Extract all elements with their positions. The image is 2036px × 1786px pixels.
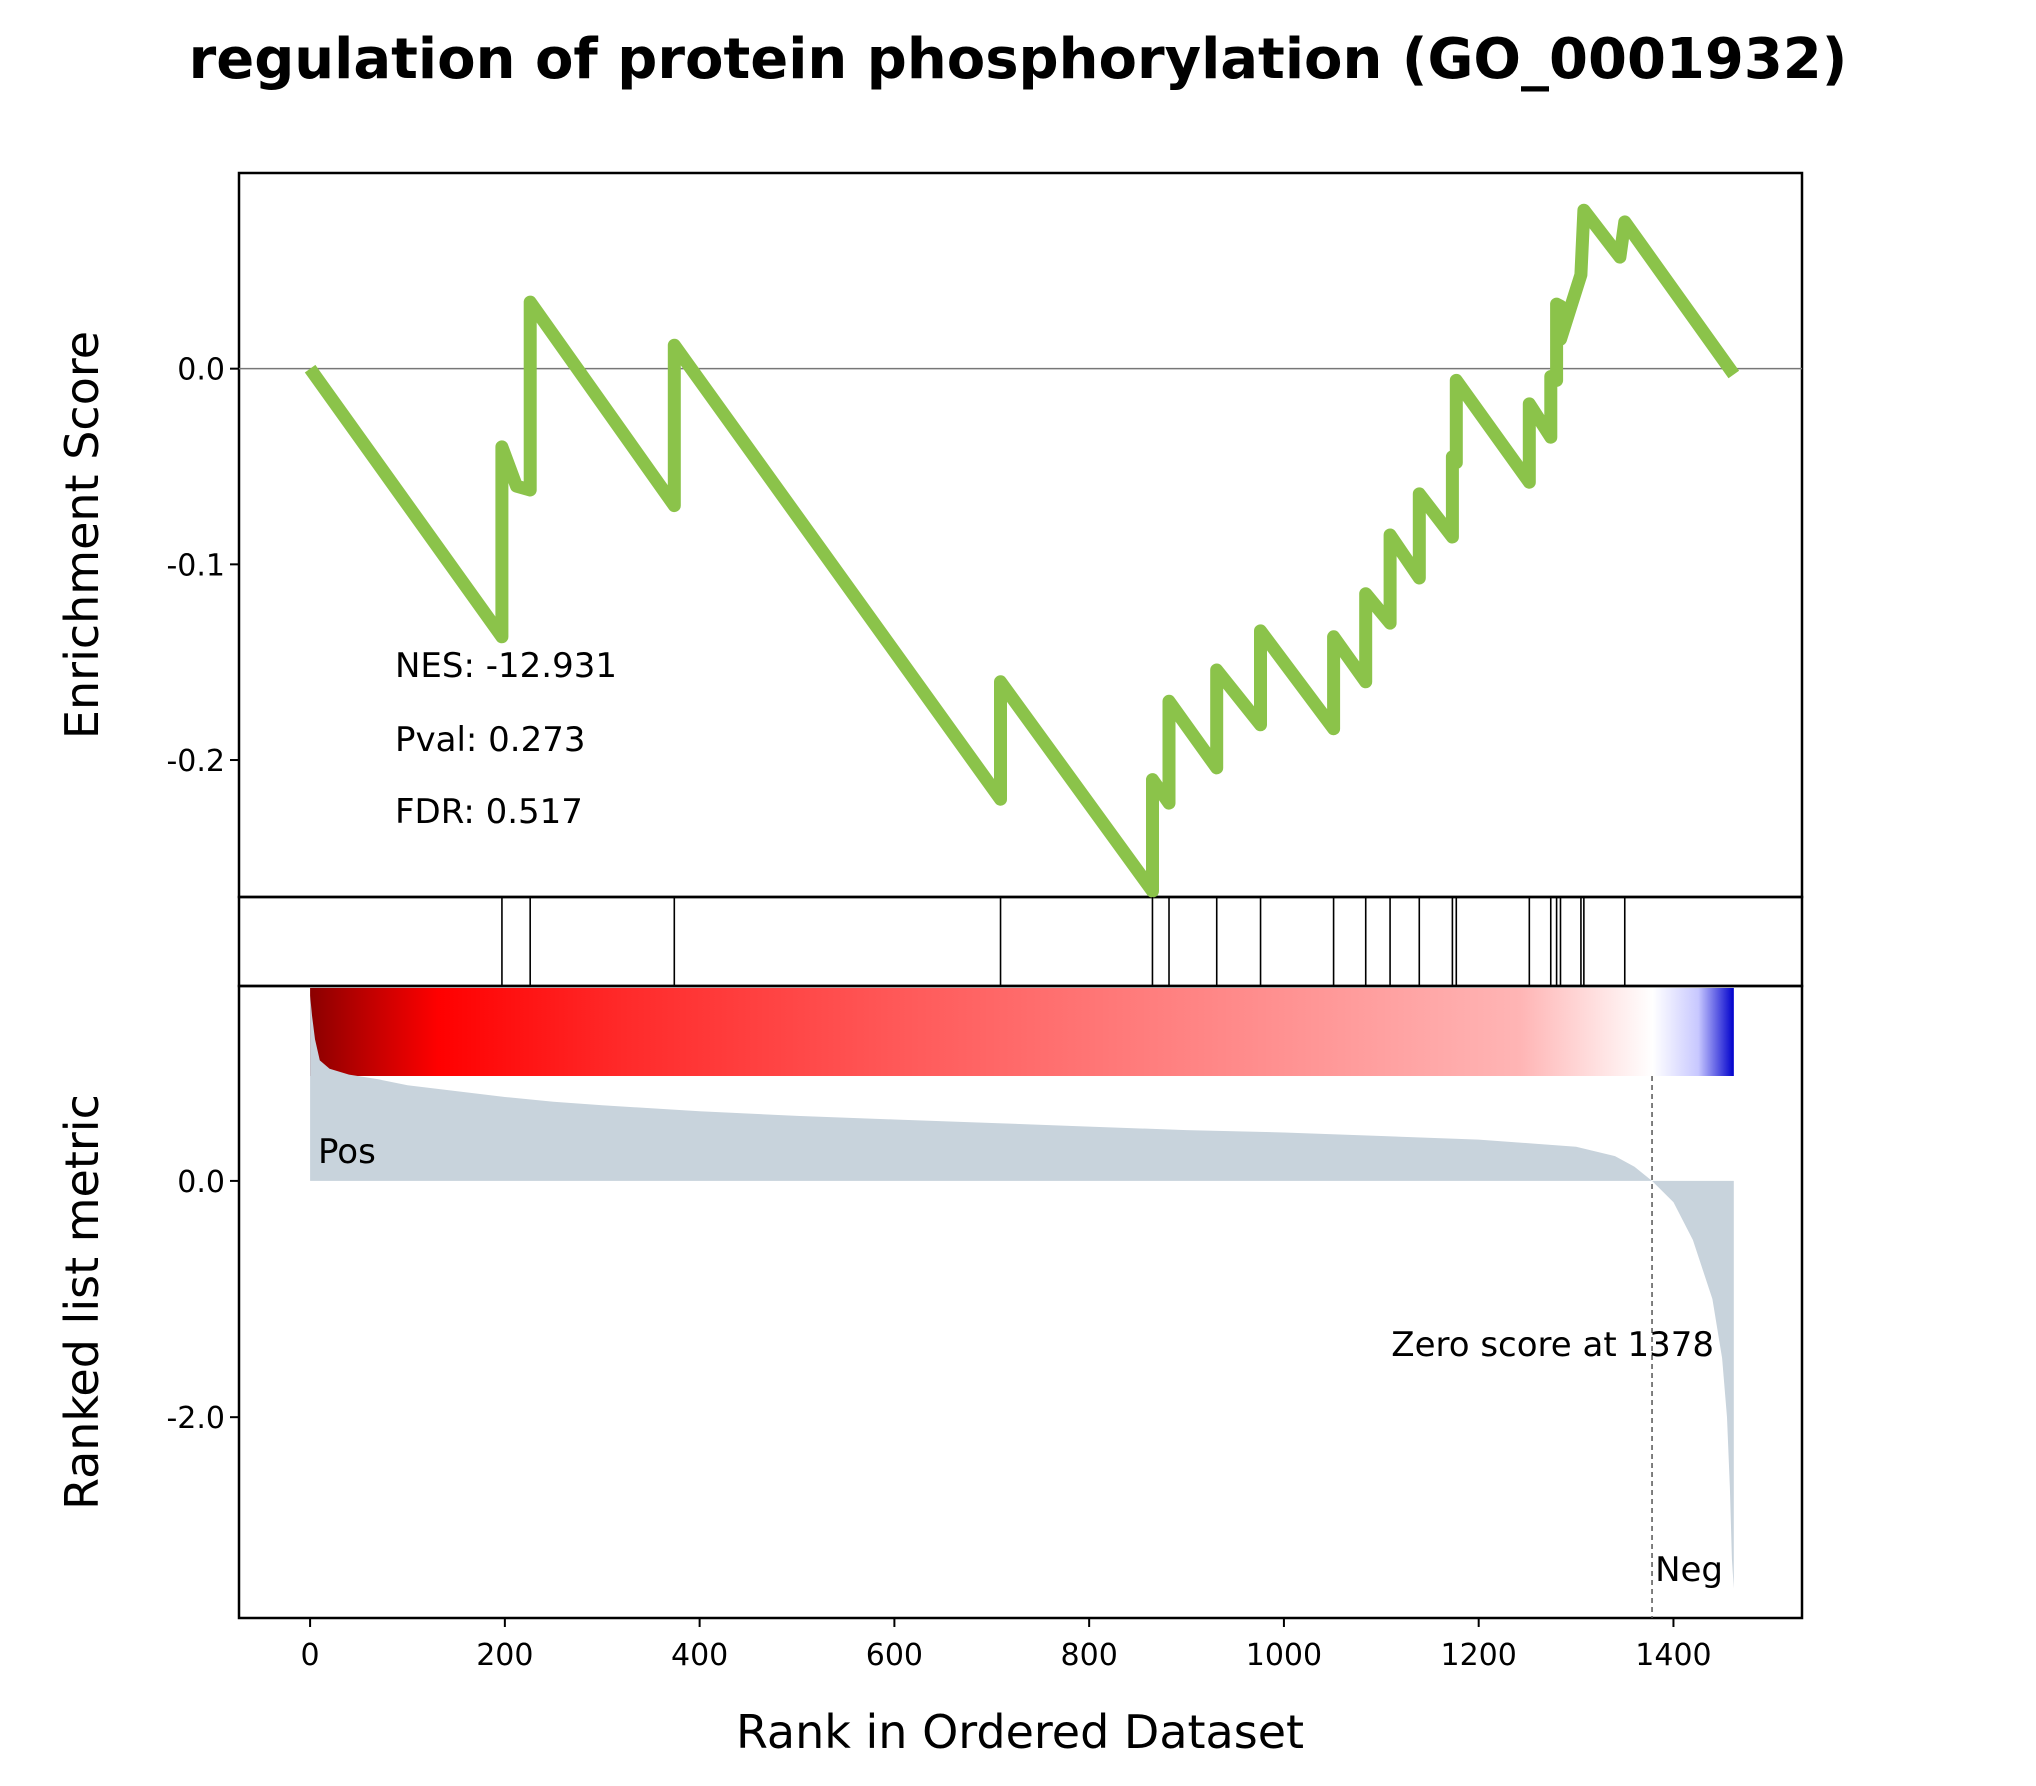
metric-panel-frame <box>237 984 1804 1620</box>
nes-label: NES: -12.931 <box>395 646 617 686</box>
metric-y-ticks: 0.0 -2.0 <box>166 1165 239 1436</box>
x-tick-label: 1200 <box>1441 1638 1517 1673</box>
zero-score-label: Zero score at 1378 <box>1391 1325 1714 1365</box>
enrichment-series-line <box>304 203 1740 898</box>
x-axis-label: Rank in Ordered Dataset <box>736 1705 1304 1759</box>
x-tick-label: 200 <box>476 1638 533 1673</box>
x-tick-label: 0 <box>301 1638 320 1673</box>
metric-y-tick-label: -2.0 <box>166 1401 225 1436</box>
ranked-metric-area <box>310 995 1734 1589</box>
fdr-label: FDR: 0.517 <box>395 792 583 832</box>
chart-title: regulation of protein phosphorylation (G… <box>189 27 1848 92</box>
enrichment-y-tick-label: -0.1 <box>166 548 225 583</box>
enrichment-y-ticks: 0.0 -0.1 -0.2 <box>166 353 239 779</box>
x-tick-label: 400 <box>671 1638 728 1673</box>
metric-y-label: Ranked list metric <box>55 1094 109 1510</box>
pval-label: Pval: 0.273 <box>395 720 586 760</box>
rank-heatmap-bar <box>310 988 1734 1076</box>
enrichment-y-tick-label: -0.2 <box>166 744 225 779</box>
hits-panel-frame <box>237 895 1804 988</box>
enrichment-y-label: Enrichment Score <box>55 331 109 739</box>
x-tick-label: 1000 <box>1246 1638 1322 1673</box>
x-tick-label: 1400 <box>1635 1638 1711 1673</box>
pos-label: Pos <box>318 1132 376 1172</box>
x-tick-label: 600 <box>866 1638 923 1673</box>
neg-label: Neg <box>1655 1550 1723 1590</box>
enrichment-panel-frame <box>237 171 1804 899</box>
enrichment-score-line <box>304 203 1740 898</box>
x-axis-ticks: 0 200 400 600 800 1000 1200 1400 <box>301 1618 1712 1673</box>
x-tick-label: 800 <box>1061 1638 1118 1673</box>
gene-hit-marks <box>501 897 1626 986</box>
enrichment-y-tick-label: 0.0 <box>177 353 225 388</box>
metric-y-tick-label: 0.0 <box>177 1165 225 1200</box>
